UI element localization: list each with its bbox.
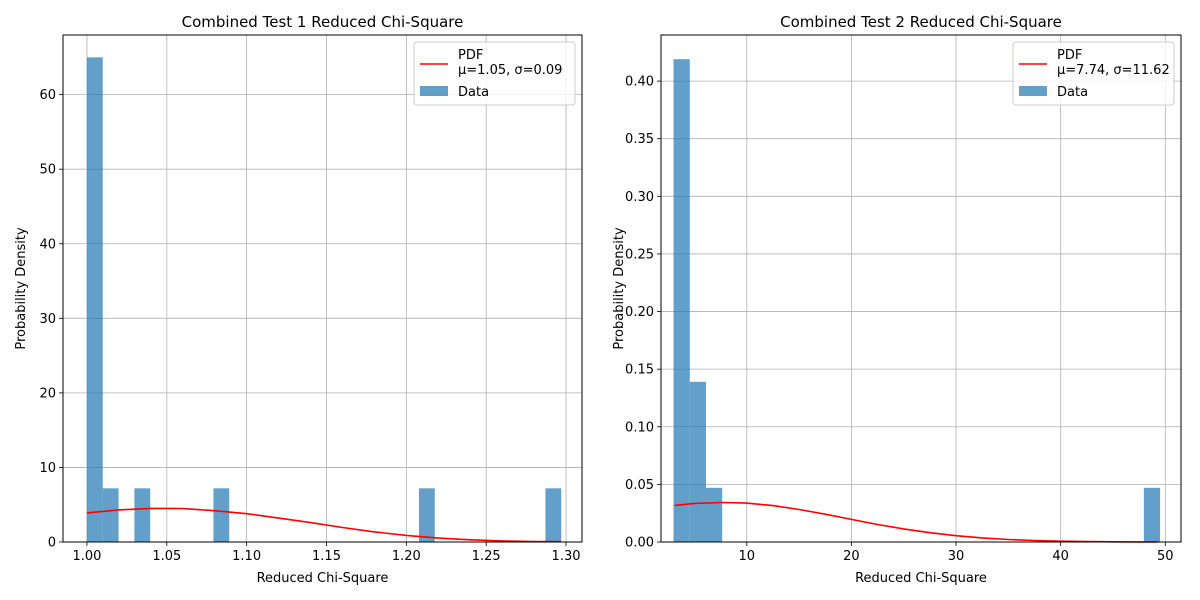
x-tick-label: 1.10 [232, 549, 261, 564]
chart-title: Combined Test 2 Reduced Chi-Square [780, 13, 1062, 31]
histogram-bar [86, 57, 103, 542]
histogram-bar [418, 488, 435, 542]
y-tick-label: 20 [39, 386, 56, 401]
x-tick-label: 1.20 [392, 549, 421, 564]
x-tick-label: 10 [739, 549, 756, 564]
x-tick-label: 1.25 [472, 549, 501, 564]
legend-pdf-params: μ=7.74, σ=11.62 [1057, 63, 1170, 78]
x-tick-label: 1.30 [552, 549, 581, 564]
x-tick-label: 1.00 [72, 549, 101, 564]
y-tick-label: 30 [39, 312, 56, 327]
y-tick-label: 0.15 [625, 363, 654, 378]
y-tick-label: 0.30 [625, 190, 654, 205]
legend-pdf-params: μ=1.05, σ=0.09 [458, 63, 562, 78]
legend-box [1012, 41, 1175, 106]
x-axis-label: Reduced Chi-Square [257, 571, 389, 586]
y-tick-label: 50 [39, 163, 56, 178]
histogram-bar [213, 488, 230, 542]
histogram-bar [545, 488, 562, 542]
histogram-bar [673, 59, 690, 543]
legend-data-swatch [420, 86, 448, 96]
y-tick-label: 40 [39, 237, 56, 252]
x-tick-label: 40 [1052, 549, 1069, 564]
y-tick-label: 60 [39, 88, 56, 103]
y-tick-label: 0.25 [625, 247, 654, 262]
x-axis-label: Reduced Chi-Square [855, 571, 987, 586]
y-tick-label: 0 [48, 536, 56, 551]
legend-data-swatch [1019, 86, 1047, 96]
y-tick-label: 0.00 [625, 536, 654, 551]
y-tick-label: 0.40 [625, 75, 654, 90]
y-tick-label: 0.35 [625, 132, 654, 147]
legend-box [413, 41, 576, 106]
y-tick-label: 10 [39, 461, 56, 476]
x-tick-label: 1.15 [312, 549, 341, 564]
histogram-bar [134, 488, 151, 542]
x-tick-label: 50 [1157, 549, 1174, 564]
chart-test-1: 1.00 1.05 1.10 1.15 1.20 1.25 1.30 0 10 20 30 40 50 6… [14, 13, 583, 586]
pdf-line [674, 501, 1158, 543]
x-tick-label: 20 [843, 549, 860, 564]
chart-title: Combined Test 1 Reduced Chi-Square [182, 13, 464, 31]
legend-pdf-label: PDF [458, 48, 483, 63]
histogram-bar [102, 488, 119, 542]
legend-data-label: Data [458, 85, 489, 100]
histogram-bar [705, 487, 723, 542]
legend-data-label: Data [1057, 85, 1088, 100]
axes-frame [62, 34, 583, 543]
axes-frame [660, 34, 1182, 543]
y-tick-label: 0.05 [625, 478, 654, 493]
histogram-bar [1143, 487, 1161, 542]
histogram-bar [689, 381, 706, 542]
chart-test-2: 10 20 30 40 50 0.00 0.05 0.10 0.15 0.20 0.25 0.30 0.… [612, 13, 1182, 586]
y-tick-label: 0.20 [625, 305, 654, 320]
y-axis-label: Probability Density [612, 227, 627, 350]
y-tick-label: 0.10 [625, 420, 654, 435]
x-tick-label: 1.05 [152, 549, 181, 564]
y-axis-label: Probability Density [14, 227, 29, 350]
legend-pdf-label: PDF [1057, 48, 1082, 63]
pdf-line [86, 507, 562, 543]
x-tick-label: 30 [948, 549, 965, 564]
